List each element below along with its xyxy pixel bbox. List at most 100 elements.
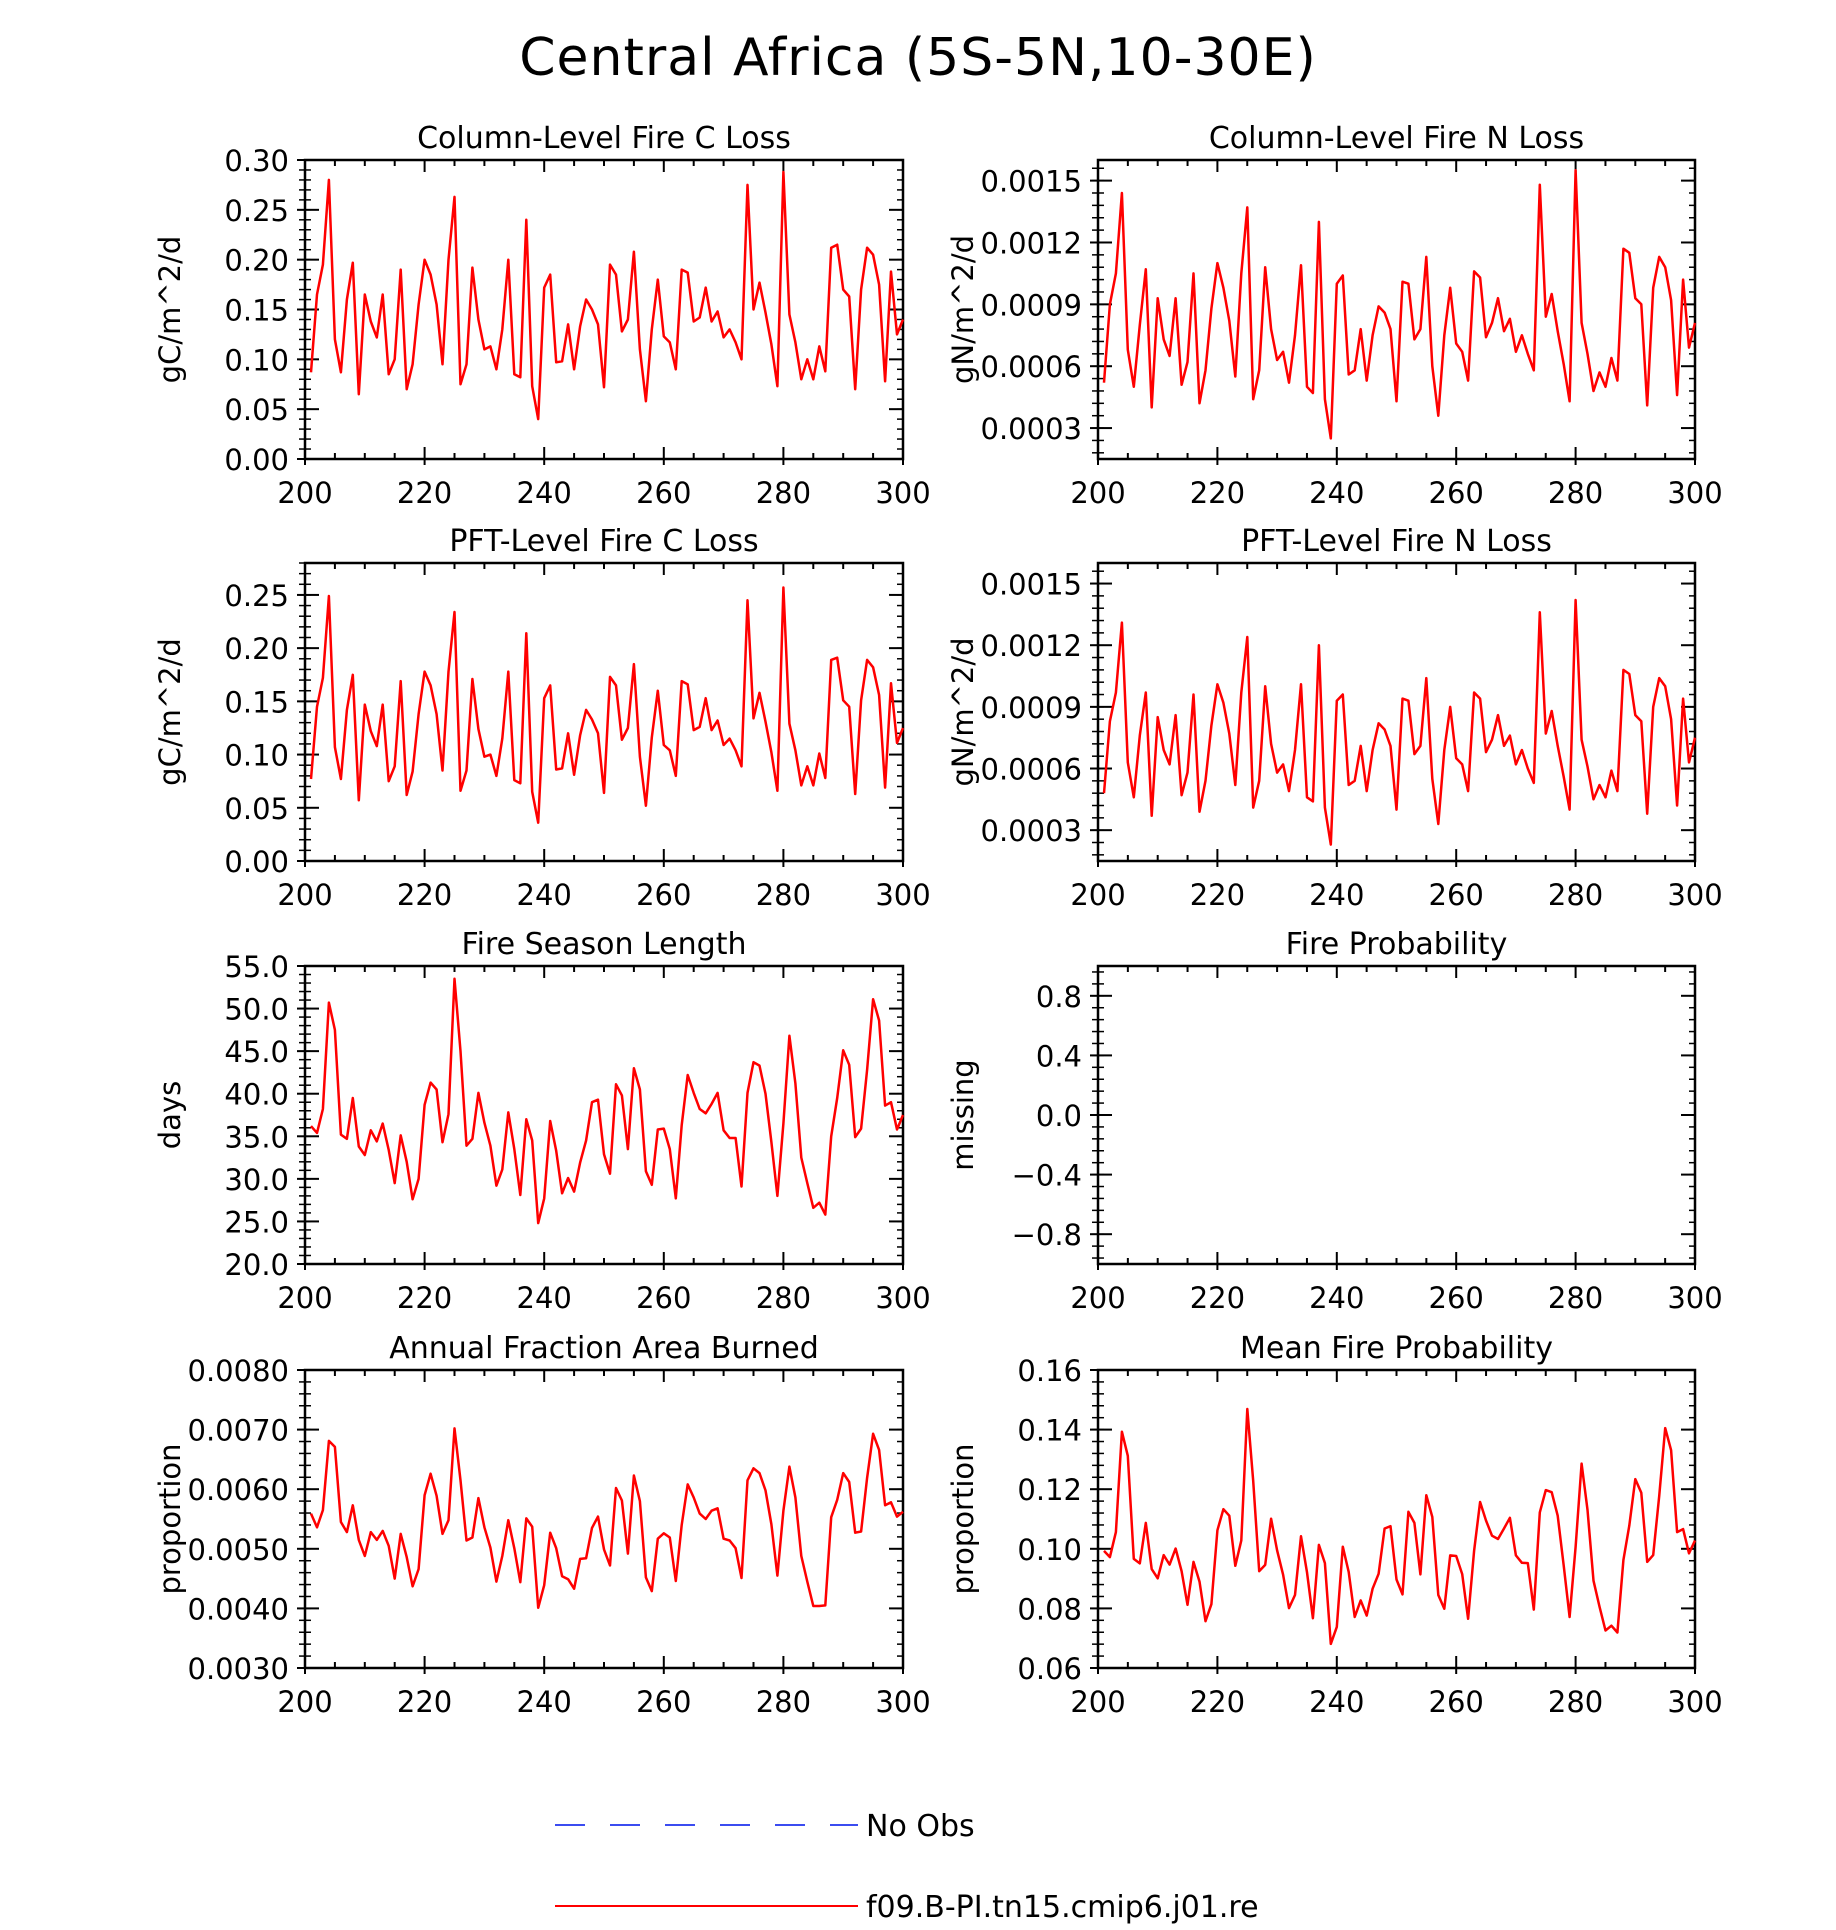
panel-title: Fire Probability: [1286, 927, 1508, 962]
y-tick-label: 0.0080: [188, 1354, 289, 1388]
panel-title: Column-Level Fire N Loss: [1209, 121, 1584, 156]
x-tick-label: 220: [397, 1685, 452, 1719]
x-tick-label: 220: [397, 476, 452, 510]
y-tick-label: −0.8: [1012, 1218, 1082, 1252]
y-tick-label: 0.00: [224, 845, 289, 879]
series-line: [1102, 169, 1697, 440]
x-tick-label: 300: [875, 1685, 930, 1719]
y-tick-label: 0.0009: [981, 288, 1082, 322]
panel-title: PFT-Level Fire C Loss: [449, 524, 758, 559]
y-axis-label: gN/m^2/d: [946, 637, 980, 786]
panel-title: Column-Level Fire C Loss: [417, 121, 791, 156]
x-tick-label: 280: [1548, 476, 1603, 510]
x-tick-label: 280: [756, 1685, 811, 1719]
y-tick-label: 0.08: [1017, 1592, 1082, 1626]
y-axis-label: proportion: [946, 1443, 980, 1594]
panel-5: 200 220 240 260 280 300 20.0 25.0 30.0 35.0 40.0 45…: [153, 927, 931, 1315]
y-tick-label: 0.20: [224, 632, 289, 666]
y-tick-label: 0.0003: [981, 412, 1082, 446]
y-axis-label: proportion: [153, 1443, 187, 1594]
x-tick-label: 240: [517, 1685, 572, 1719]
y-axis-label: gN/m^2/d: [946, 235, 980, 384]
y-tick-label: 0.0060: [188, 1473, 289, 1507]
x-tick-label: 200: [1070, 476, 1125, 510]
y-tick-label: 0.15: [224, 685, 289, 719]
x-tick-label: 220: [397, 878, 452, 912]
panel-7: 200 220 240 260 280 300 0.0030 0.0040 0.0050 0.00…: [153, 1331, 931, 1719]
x-tick-label: 280: [756, 878, 811, 912]
x-tick-label: 300: [1667, 1685, 1722, 1719]
x-tick-label: 280: [1548, 1685, 1603, 1719]
panel-2: 200 220 240 260 280 300 0.0003 0.0006 0.0009 0.00…: [946, 121, 1723, 510]
panel-6: 200 220 240 260 280 300 −0.8 −0.4 0.0 0.4 0.8 Fire …: [946, 927, 1723, 1315]
y-tick-label: 0.06: [1017, 1652, 1082, 1686]
y-tick-label: 0.0003: [981, 814, 1082, 848]
x-tick-label: 240: [517, 476, 572, 510]
x-tick-label: 300: [875, 878, 930, 912]
y-tick-label: 55.0: [224, 950, 289, 984]
y-tick-label: 0.8: [1036, 980, 1082, 1014]
y-tick-label: 0.0012: [981, 629, 1082, 663]
panel-1: 200 220 240 260 280 300 0.00 0.05 0.10 0.15 0.20 0.…: [153, 121, 931, 510]
series-line: [309, 1427, 904, 1610]
y-tick-label: 45.0: [224, 1035, 289, 1069]
y-tick-label: 0.0009: [981, 691, 1082, 725]
series-line: [310, 977, 905, 1225]
x-tick-label: 220: [1190, 476, 1245, 510]
y-axis-label: days: [153, 1081, 187, 1149]
x-tick-label: 280: [756, 476, 811, 510]
y-tick-label: 40.0: [224, 1078, 289, 1112]
y-tick-label: 0.4: [1036, 1039, 1082, 1073]
x-tick-label: 200: [1070, 878, 1125, 912]
x-tick-label: 200: [277, 1281, 332, 1315]
x-tick-label: 200: [277, 878, 332, 912]
y-tick-label: 0.0015: [981, 165, 1082, 199]
x-tick-label: 260: [636, 1685, 691, 1719]
y-tick-label: 0.25: [224, 579, 289, 613]
x-tick-label: 200: [277, 1685, 332, 1719]
y-tick-label: 0.10: [1017, 1533, 1082, 1567]
y-tick-label: 0.0030: [188, 1652, 289, 1686]
x-tick-label: 260: [1429, 1281, 1484, 1315]
y-tick-label: 0.25: [224, 194, 289, 228]
x-tick-label: 240: [1309, 878, 1364, 912]
y-tick-label: 0.00: [224, 443, 289, 477]
y-tick-label: 0.16: [1017, 1354, 1082, 1388]
x-tick-label: 240: [517, 878, 572, 912]
series-line: [309, 170, 905, 421]
y-tick-label: 0.0: [1036, 1099, 1082, 1133]
x-tick-label: 220: [1190, 1685, 1245, 1719]
x-tick-label: 260: [636, 878, 691, 912]
y-tick-label: 0.10: [224, 343, 289, 377]
page-title: Central Africa (5S-5N,10-30E): [519, 28, 1317, 88]
legend-model-label: f09.B-PI.tn15.cmip6.j01.re: [866, 1890, 1259, 1925]
x-tick-label: 300: [1667, 1281, 1722, 1315]
series-line: [1103, 1407, 1697, 1646]
y-tick-label: 0.0050: [188, 1533, 289, 1567]
y-tick-label: 0.15: [224, 294, 289, 328]
y-tick-label: 0.0006: [981, 350, 1082, 384]
x-tick-label: 300: [875, 1281, 930, 1315]
x-tick-label: 260: [1429, 878, 1484, 912]
x-tick-label: 240: [1309, 1685, 1364, 1719]
y-tick-label: 50.0: [224, 993, 289, 1027]
x-tick-label: 200: [1070, 1281, 1125, 1315]
y-tick-label: 35.0: [224, 1120, 289, 1154]
x-tick-label: 300: [1667, 878, 1722, 912]
y-tick-label: 0.14: [1017, 1414, 1082, 1448]
y-tick-label: 0.05: [224, 792, 289, 826]
x-tick-label: 260: [1429, 476, 1484, 510]
x-tick-label: 300: [875, 476, 930, 510]
y-tick-label: 0.0012: [981, 226, 1082, 260]
y-tick-label: 20.0: [224, 1248, 289, 1282]
y-tick-label: 0.0015: [981, 568, 1082, 602]
x-tick-label: 220: [1190, 1281, 1245, 1315]
x-tick-label: 240: [517, 1281, 572, 1315]
panel-title: PFT-Level Fire N Loss: [1241, 524, 1552, 559]
y-axis-label: missing: [946, 1059, 980, 1170]
y-tick-label: 0.20: [224, 244, 289, 278]
panel-title: Annual Fraction Area Burned: [389, 1331, 819, 1366]
y-tick-label: 30.0: [224, 1163, 289, 1197]
y-tick-label: 25.0: [224, 1205, 289, 1239]
x-tick-label: 280: [756, 1281, 811, 1315]
